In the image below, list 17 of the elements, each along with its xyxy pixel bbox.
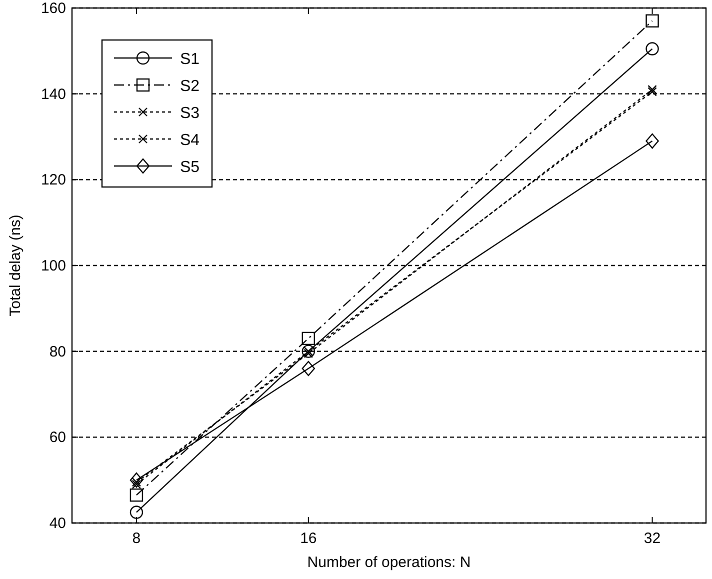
- y-axis-title: Total delay (ns): [7, 214, 24, 316]
- x-tick-label: 32: [644, 530, 661, 547]
- x-axis-title: Number of operations: N: [307, 554, 471, 571]
- y-tick-label: 160: [40, 0, 66, 17]
- legend-label: S2: [180, 78, 200, 95]
- y-tick-label: 60: [49, 429, 66, 446]
- y-tick-label: 80: [49, 343, 66, 360]
- x-tick-label: 16: [300, 530, 317, 547]
- y-tick-label: 120: [40, 172, 66, 189]
- legend-label: S3: [180, 105, 200, 122]
- x-tick-label: 8: [132, 530, 141, 547]
- y-tick-label: 140: [40, 86, 66, 103]
- y-tick-label: 100: [40, 258, 66, 274]
- legend-label: S4: [180, 132, 200, 149]
- y-tick-label: 40: [49, 515, 66, 532]
- legend-label: S5: [180, 159, 200, 176]
- legend-label: S1: [180, 51, 200, 68]
